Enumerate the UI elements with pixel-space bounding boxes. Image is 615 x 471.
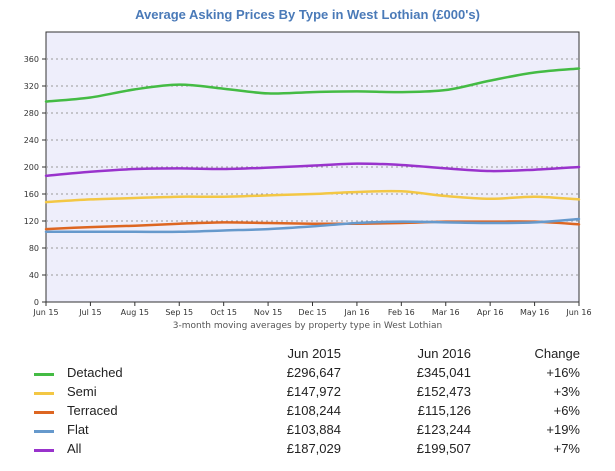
chart-title: Average Asking Prices By Type in West Lo… xyxy=(135,7,480,22)
x-tick-label: May 16 xyxy=(520,308,549,317)
row-value-2015: £147,972 xyxy=(286,384,341,399)
x-tick-label: Nov 15 xyxy=(254,308,282,317)
y-tick-label: 120 xyxy=(24,217,39,226)
x-tick-label: Jun 15 xyxy=(32,308,58,317)
table-header-row: Jun 2015 Jun 2016 Change xyxy=(0,346,615,365)
row-value-2015: £296,647 xyxy=(286,365,341,380)
row-name: Terraced xyxy=(67,403,118,418)
line-chart: 0 40 80 120 160 200 240 280 320 360 Jun 15 Jul 15 A… xyxy=(24,31,592,317)
header-jun-2015: Jun 2015 xyxy=(287,346,342,361)
series-layer xyxy=(44,67,581,234)
row-change: +6% xyxy=(553,403,580,418)
table-row: Detached £296,647 £345,041 +16% xyxy=(0,365,615,384)
series-line-detached xyxy=(44,67,581,103)
legend-swatch xyxy=(34,373,54,376)
table-row: All £187,029 £199,507 +7% xyxy=(0,441,615,460)
y-tick-label: 360 xyxy=(24,55,39,64)
legend-swatch xyxy=(34,449,54,452)
series-line-flat xyxy=(44,217,581,234)
legend-swatch xyxy=(34,411,54,414)
x-tick-label: Mar 16 xyxy=(432,308,460,317)
table-row: Flat £103,884 £123,244 +19% xyxy=(0,422,615,441)
y-tick-label: 80 xyxy=(29,244,39,253)
x-tick-label: Jan 16 xyxy=(343,308,369,317)
x-tick-label: Sep 15 xyxy=(165,308,193,317)
row-value-2016: £152,473 xyxy=(416,384,471,399)
legend-swatch xyxy=(34,392,54,395)
x-tick-label: Jul 15 xyxy=(78,308,101,317)
row-name: Flat xyxy=(67,422,89,437)
row-value-2016: £123,244 xyxy=(416,422,471,437)
x-tick-label: Oct 15 xyxy=(210,308,237,317)
series-line-terraced xyxy=(44,220,581,231)
y-tick-label: 200 xyxy=(24,163,39,172)
row-value-2016: £345,041 xyxy=(416,365,471,380)
row-change: +16% xyxy=(546,365,580,380)
y-tick-labels: 0 40 80 120 160 200 240 280 320 360 xyxy=(24,55,46,307)
header-jun-2016: Jun 2016 xyxy=(417,346,472,361)
x-tick-label: Jun 16 xyxy=(565,308,591,317)
table-row: Semi £147,972 £152,473 +3% xyxy=(0,384,615,403)
x-tick-label: Dec 15 xyxy=(298,308,326,317)
x-tick-label: Aug 15 xyxy=(121,308,149,317)
row-change: +19% xyxy=(546,422,580,437)
legend-swatch xyxy=(34,430,54,433)
y-tick-label: 40 xyxy=(29,271,39,280)
x-tick-labels: Jun 15 Jul 15 Aug 15 Sep 15 Oct 15 Nov 15 Dec … xyxy=(32,302,592,317)
row-name: Semi xyxy=(67,384,97,399)
row-value-2015: £108,244 xyxy=(286,403,341,418)
row-name: Detached xyxy=(67,365,123,380)
y-tick-label: 240 xyxy=(24,136,39,145)
header-change: Change xyxy=(534,346,580,361)
y-tick-label: 280 xyxy=(24,109,39,118)
y-tick-label: 320 xyxy=(24,82,39,91)
table-row: Terraced £108,244 £115,126 +6% xyxy=(0,403,615,422)
y-tick-label: 0 xyxy=(34,298,39,307)
row-change: +3% xyxy=(553,384,580,399)
chart-caption: 3-month moving averages by property type… xyxy=(172,321,443,331)
row-change: +7% xyxy=(553,441,580,456)
y-tick-label: 160 xyxy=(24,190,39,199)
x-tick-label: Feb 16 xyxy=(388,308,415,317)
row-value-2015: £103,884 xyxy=(286,422,341,437)
x-tick-label: Apr 16 xyxy=(477,308,504,317)
row-name: All xyxy=(67,441,82,456)
series-line-all xyxy=(44,162,581,178)
series-line-semi xyxy=(44,189,581,204)
summary-table: Jun 2015 Jun 2016 Change Detached £296,6… xyxy=(0,346,615,460)
row-value-2015: £187,029 xyxy=(286,441,341,456)
row-value-2016: £199,507 xyxy=(416,441,471,456)
row-value-2016: £115,126 xyxy=(417,403,471,418)
